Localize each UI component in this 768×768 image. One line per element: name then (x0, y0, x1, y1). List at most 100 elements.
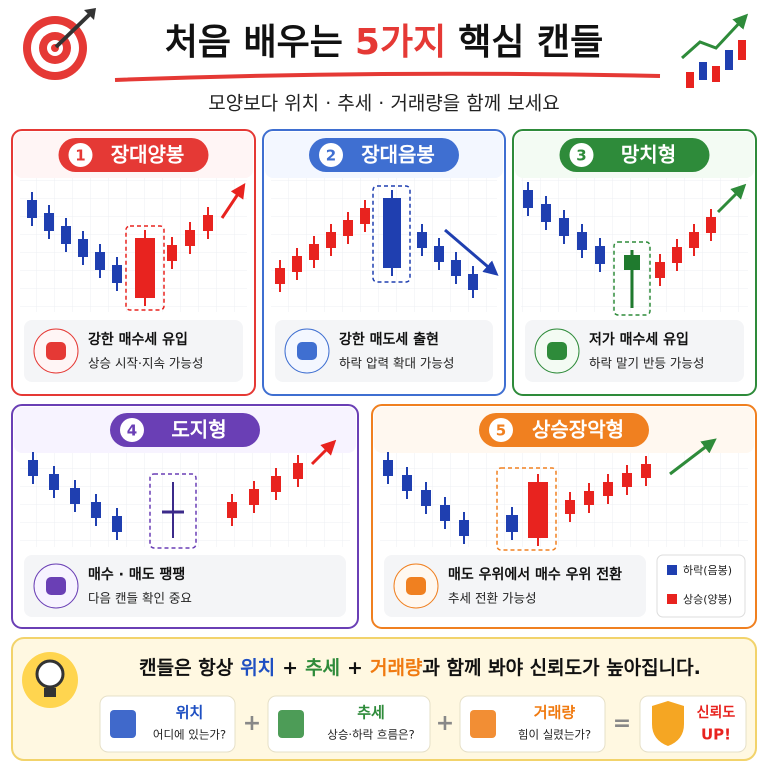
sentence-keyword: 거래량 (370, 657, 423, 679)
candle (271, 476, 281, 492)
desc-icon-glyph (46, 342, 66, 360)
desc-title: 매도 우위에서 매수 우위 전환 (448, 566, 622, 583)
candle (622, 473, 632, 487)
candle (584, 491, 594, 505)
trend-arrow (444, 228, 499, 276)
chart-grid (380, 453, 748, 547)
candle (249, 489, 259, 505)
desc-box (275, 320, 493, 382)
desc-box (525, 320, 744, 382)
candle (523, 190, 533, 208)
number-badge (68, 143, 93, 167)
icon-candle (699, 62, 707, 80)
card-number: 2 (326, 147, 336, 165)
item-title: 위치 (176, 704, 204, 722)
card-number: 4 (127, 422, 137, 440)
candle (28, 460, 38, 476)
card-name: 장대양봉 (111, 143, 185, 167)
bulb-icon (22, 652, 78, 708)
sentence-part: 캔들은 항상 (139, 657, 234, 679)
candle (27, 200, 37, 218)
candle (203, 215, 213, 231)
title-pill (309, 138, 459, 172)
trend-arrow (669, 438, 717, 476)
result-text: UP! (701, 726, 731, 744)
desc-title: 매수 · 매도 팽팽 (88, 567, 185, 583)
desc-title: 저가 매수세 유입 (589, 332, 689, 348)
item-box (459, 695, 606, 753)
card-name: 도지형 (171, 418, 226, 442)
card-name: 상승장악형 (532, 418, 624, 442)
sentence-part: 과 함께 봐야 신뢰도가 높아집니다. (422, 657, 700, 679)
card-number: 3 (576, 147, 586, 165)
highlight-box (613, 241, 651, 316)
candle (541, 204, 551, 222)
desc-icon-glyph (46, 577, 66, 595)
legend-box (656, 554, 746, 618)
sentence-keyword: 추세 (305, 657, 340, 679)
sentence-keyword: 위치 (240, 657, 275, 679)
candle (402, 475, 412, 491)
item-box (99, 695, 236, 753)
candle (641, 464, 651, 478)
desc-text: 다음 캔들 확인 중요 (88, 591, 192, 606)
candle (49, 474, 59, 490)
candle (421, 490, 431, 506)
desc-text: 하락 말기 반등 가능성 (589, 356, 704, 371)
legend-label: 상승(양봉) (683, 593, 732, 606)
title-pill (559, 138, 710, 172)
candle (91, 502, 101, 518)
candle (293, 463, 303, 479)
sentence-part: + (347, 657, 363, 679)
highlight-box (125, 225, 165, 311)
card-name: 망치형 (621, 143, 676, 167)
chart-grid (521, 178, 748, 312)
subtitle: 모양보다 위치 · 추세 · 거래량을 함께 보세요 (208, 93, 560, 115)
desc-text: 추세 전환 가능성 (448, 591, 536, 606)
desc-text: 상승 시작·지속 가능성 (88, 356, 203, 371)
item-title: 거래량 (534, 704, 576, 722)
candle (167, 245, 177, 261)
candle (506, 515, 518, 532)
candle (112, 516, 122, 532)
icon-trend (681, 13, 749, 60)
candle (360, 208, 370, 224)
item-text: 상승·하락 흐름은? (327, 728, 414, 742)
item-text: 힘이 실렸는가? (518, 728, 591, 742)
icon-candle (712, 66, 720, 82)
candle (603, 482, 613, 496)
candle (78, 239, 88, 257)
candle (459, 520, 469, 536)
candle (70, 488, 80, 504)
candle (655, 262, 665, 278)
shield-icon (652, 701, 684, 746)
operator: + (436, 711, 454, 736)
candle (417, 232, 427, 248)
title-pill (110, 413, 260, 447)
operator: + (243, 711, 261, 736)
legend-swatch (667, 594, 677, 604)
candle (440, 505, 450, 521)
result-title: 신뢰도 (697, 705, 736, 721)
candle (706, 217, 716, 233)
candle (595, 246, 605, 264)
title-highlight: 5가지 (355, 22, 446, 63)
trend-arrow (310, 439, 337, 466)
candle (112, 265, 122, 283)
highlight-box (149, 473, 197, 549)
desc-icon-glyph (547, 342, 567, 360)
candle (565, 500, 575, 514)
desc-icon-glyph (406, 577, 426, 595)
candle (689, 232, 699, 248)
icon-candle (725, 50, 733, 70)
item-box (267, 695, 431, 753)
highlight-box (496, 467, 557, 551)
icon-candle (686, 72, 694, 88)
title-pill (58, 138, 209, 172)
item-text: 어디에 있는가? (153, 728, 226, 742)
candle (343, 220, 353, 236)
desc-box (24, 320, 243, 382)
operator: = (613, 711, 631, 736)
candle (135, 238, 155, 298)
